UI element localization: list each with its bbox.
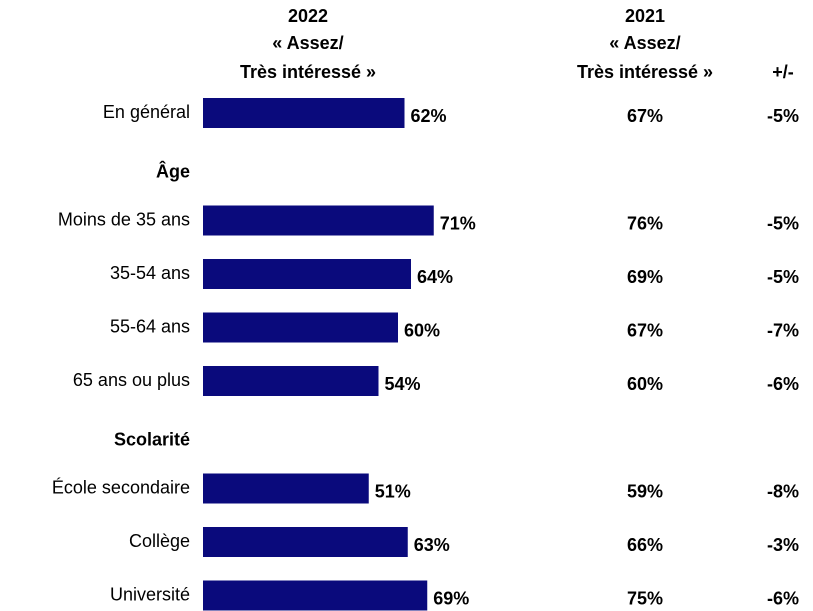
value-label: 69% <box>433 588 469 608</box>
value-label: 60% <box>404 320 440 340</box>
column-header: « Assez/ <box>272 33 343 53</box>
category-label: 35-54 ans <box>110 263 190 283</box>
diff: -5% <box>767 213 799 233</box>
bar <box>203 527 408 557</box>
value-label: 62% <box>411 106 447 126</box>
diff: -5% <box>767 106 799 126</box>
diff: -6% <box>767 588 799 608</box>
diff: -7% <box>767 320 799 340</box>
section-header: Âge <box>156 160 190 181</box>
bar <box>203 98 405 128</box>
category-label: En général <box>103 102 190 122</box>
bar <box>203 312 398 343</box>
value-2021: 60% <box>627 374 663 394</box>
value-2021: 59% <box>627 481 663 501</box>
bar <box>203 580 428 611</box>
value-label: 63% <box>414 535 450 555</box>
value-2021: 67% <box>627 320 663 340</box>
category-label: 65 ans ou plus <box>73 370 190 390</box>
value-2021: 69% <box>627 267 663 287</box>
value-2021: 75% <box>627 588 663 608</box>
value-label: 64% <box>417 267 453 287</box>
value-2021: 66% <box>627 535 663 555</box>
column-header: Très intéressé » <box>577 62 713 82</box>
category-label: École secondaire <box>52 477 190 497</box>
column-header: +/- <box>772 62 794 82</box>
category-label: Moins de 35 ans <box>58 209 190 229</box>
value-label: 54% <box>385 374 421 394</box>
diff: -8% <box>767 481 799 501</box>
bar <box>203 366 379 396</box>
column-header: « Assez/ <box>609 33 680 53</box>
category-label: 55-64 ans <box>110 316 190 336</box>
value-label: 51% <box>375 481 411 501</box>
bar <box>203 205 434 236</box>
diff: -6% <box>767 374 799 394</box>
diff: -3% <box>767 535 799 555</box>
column-header: 2021 <box>625 6 665 26</box>
bar <box>203 259 411 289</box>
column-header: 2022 <box>288 6 328 26</box>
value-label: 71% <box>440 213 476 233</box>
diff: -5% <box>767 267 799 287</box>
bar <box>203 473 369 504</box>
column-header: Très intéressé » <box>240 62 376 82</box>
category-label: Collège <box>129 531 190 551</box>
value-2021: 76% <box>627 213 663 233</box>
value-2021: 67% <box>627 106 663 126</box>
section-header: Scolarité <box>114 429 190 449</box>
category-label: Université <box>110 584 190 604</box>
